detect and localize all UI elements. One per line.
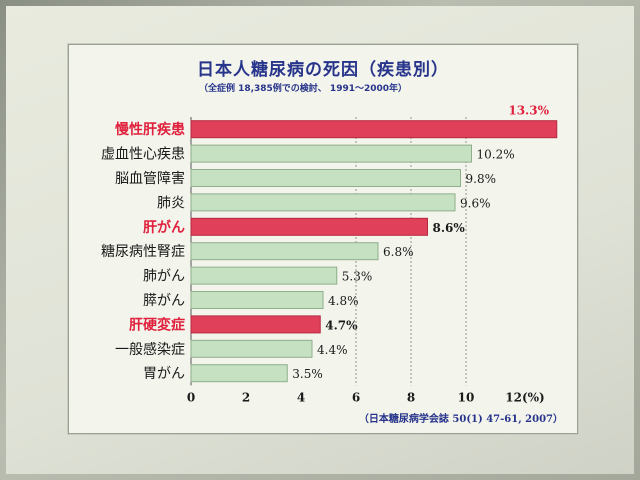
category-label: 胃がん bbox=[143, 366, 185, 382]
bar bbox=[190, 364, 288, 383]
value-label: 10.2% bbox=[477, 148, 515, 162]
bar-chart: 慢性肝疾患 13.3% 虚血性心疾患 10.2% 脳血管障害 9.8% 肺炎 9.6% 肝がん 8… bbox=[101, 104, 558, 404]
value-label: 4.7% bbox=[325, 318, 358, 332]
chart-title: 日本人糖尿病の死因（疾患別） bbox=[197, 60, 449, 80]
paper-background: 日本人糖尿病の死因（疾患別） （全症例 18,385例での検討、 1991～20… bbox=[6, 6, 634, 474]
category-label: 慢性肝疾患 bbox=[115, 121, 185, 138]
x-tick-label: 0 bbox=[187, 390, 195, 404]
value-label: 6.8% bbox=[383, 245, 414, 259]
x-tick-label: 2 bbox=[242, 390, 250, 404]
bar bbox=[190, 193, 456, 212]
x-tick-label: 10 bbox=[458, 390, 475, 404]
category-label: 糖尿病性腎症 bbox=[101, 244, 185, 260]
x-axis-unit: 12(%) bbox=[505, 390, 544, 404]
bar bbox=[190, 339, 313, 358]
value-label: 8.6% bbox=[433, 221, 466, 235]
bar bbox=[190, 291, 324, 309]
category-label: 虚血性心疾患 bbox=[101, 147, 185, 163]
value-label: 9.8% bbox=[466, 172, 497, 186]
chart-subtitle: （全症例 18,385例での検討、 1991～2000年） bbox=[198, 84, 408, 94]
bar bbox=[190, 120, 558, 139]
category-label: 一般感染症 bbox=[115, 341, 185, 358]
bar bbox=[190, 144, 472, 163]
chart-source: （日本糖尿病学会誌 50(1) 47-61, 2007） bbox=[358, 414, 563, 425]
category-label: 膵がん bbox=[143, 293, 185, 309]
bar bbox=[190, 217, 428, 236]
value-label: 3.5% bbox=[292, 367, 323, 381]
chart-card: 日本人糖尿病の死因（疾患別） （全症例 18,385例での検討、 1991～20… bbox=[68, 44, 578, 434]
value-label: 9.6% bbox=[460, 196, 491, 210]
value-label: 5.3% bbox=[342, 270, 373, 284]
value-label: 13.3% bbox=[508, 104, 549, 118]
category-label: 脳血管障害 bbox=[115, 171, 185, 187]
value-label: 4.4% bbox=[317, 343, 348, 357]
bar bbox=[190, 266, 338, 285]
bar bbox=[190, 315, 321, 334]
value-label: 4.8% bbox=[328, 294, 359, 308]
x-tick-label: 8 bbox=[407, 390, 415, 404]
bar bbox=[190, 169, 461, 187]
category-label: 肺炎 bbox=[157, 195, 185, 211]
category-label: 肝硬変症 bbox=[129, 316, 185, 333]
x-tick-label: 6 bbox=[352, 390, 360, 404]
x-tick-label: 4 bbox=[297, 390, 305, 404]
bar bbox=[190, 242, 379, 261]
category-label: 肝がん bbox=[143, 219, 185, 236]
category-label: 肺がん bbox=[143, 269, 185, 285]
